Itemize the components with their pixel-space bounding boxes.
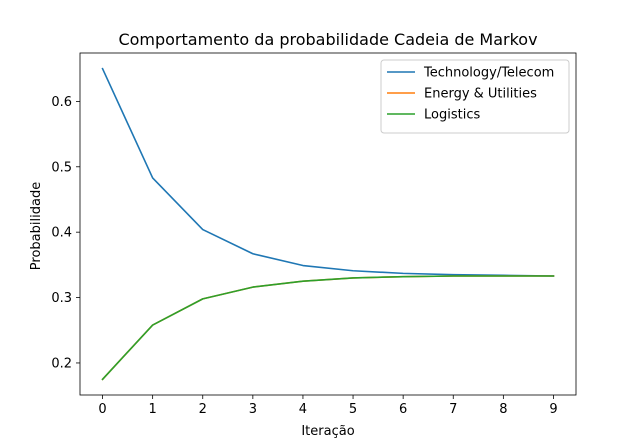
series-line-logistics (101, 275, 555, 381)
y-tick-label: 0.5 (51, 160, 72, 175)
x-axis-label: Iteração (301, 424, 354, 439)
x-tick-label: 7 (449, 402, 457, 417)
y-tick-label: 0.3 (51, 291, 72, 306)
y-tick-label: 0.4 (51, 226, 72, 241)
y-tick-label: 0.2 (51, 356, 72, 371)
x-tick-label: 1 (149, 402, 157, 417)
x-tick-label: 2 (199, 402, 207, 417)
x-tick-label: 5 (349, 402, 357, 417)
x-tick-label: 9 (549, 402, 557, 417)
y-tick-label: 0.6 (51, 95, 72, 110)
series-line-technology-telecom (101, 67, 555, 277)
y-axis-label: Probabilidade (29, 182, 44, 270)
chart-title: Comportamento da probabilidade Cadeia de… (118, 30, 537, 49)
legend-label: Logistics (424, 108, 480, 123)
x-tick-label: 8 (499, 402, 507, 417)
axes-frame (79, 52, 577, 396)
x-tick-label: 3 (249, 402, 257, 417)
x-tick-label: 6 (399, 402, 407, 417)
legend-label: Technology/Telecom (423, 66, 554, 81)
x-tick-label: 4 (299, 402, 307, 417)
legend-label: Energy & Utilities (424, 87, 537, 102)
legend: Technology/Telecom Energy & Utilities Logi… (380, 59, 570, 134)
plot-area: 0 1 2 3 4 5 6 7 8 9 0.2 0.3 0.4 0.5 0.6 (51, 52, 577, 417)
legend-box (380, 59, 570, 134)
x-tick-label: 0 (98, 402, 106, 417)
